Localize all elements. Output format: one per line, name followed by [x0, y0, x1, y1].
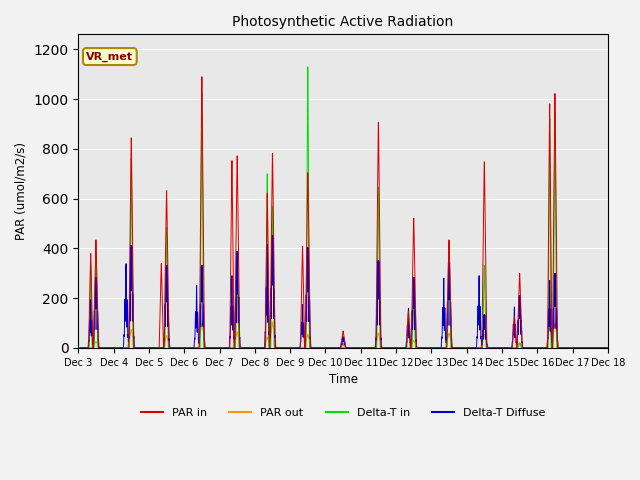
Delta-T in — [594, 345, 602, 351]
PAR out — [594, 345, 602, 351]
Delta-T Diffuse — [604, 345, 612, 351]
PAR in — [604, 345, 612, 351]
PAR out — [75, 345, 83, 351]
Line: PAR out: PAR out — [79, 323, 608, 348]
PAR in — [198, 74, 206, 80]
PAR out — [269, 320, 276, 325]
PAR out — [301, 343, 308, 349]
PAR in — [135, 345, 143, 351]
Delta-T in — [75, 345, 83, 351]
PAR out — [604, 345, 612, 351]
Line: Delta-T Diffuse: Delta-T Diffuse — [79, 236, 608, 348]
Delta-T Diffuse — [594, 345, 602, 351]
PAR in — [594, 345, 602, 351]
Line: PAR in: PAR in — [79, 77, 608, 348]
Delta-T in — [301, 345, 308, 351]
Delta-T Diffuse — [278, 345, 285, 351]
Delta-T in — [304, 64, 312, 70]
PAR in — [166, 345, 174, 351]
Delta-T Diffuse — [301, 338, 308, 344]
Delta-T Diffuse — [537, 345, 545, 351]
X-axis label: Time: Time — [328, 373, 358, 386]
Text: VR_met: VR_met — [86, 51, 133, 61]
Delta-T Diffuse — [135, 345, 143, 351]
PAR in — [278, 345, 285, 351]
PAR out — [278, 345, 285, 351]
PAR in — [537, 345, 545, 351]
PAR out — [135, 345, 143, 351]
Line: Delta-T in: Delta-T in — [79, 67, 608, 348]
Title: Photosynthetic Active Radiation: Photosynthetic Active Radiation — [232, 15, 454, 29]
Delta-T in — [278, 345, 285, 351]
Legend: PAR in, PAR out, Delta-T in, Delta-T Diffuse: PAR in, PAR out, Delta-T in, Delta-T Dif… — [136, 404, 550, 422]
Delta-T Diffuse — [166, 345, 174, 351]
Y-axis label: PAR (umol/m2/s): PAR (umol/m2/s) — [15, 142, 28, 240]
PAR in — [75, 345, 83, 351]
PAR out — [537, 345, 545, 351]
PAR in — [301, 340, 308, 346]
Delta-T Diffuse — [268, 233, 276, 239]
Delta-T in — [604, 345, 612, 351]
Delta-T in — [537, 345, 545, 351]
Delta-T in — [135, 345, 143, 351]
PAR out — [166, 345, 174, 350]
Delta-T Diffuse — [75, 345, 83, 351]
Delta-T in — [166, 345, 174, 351]
